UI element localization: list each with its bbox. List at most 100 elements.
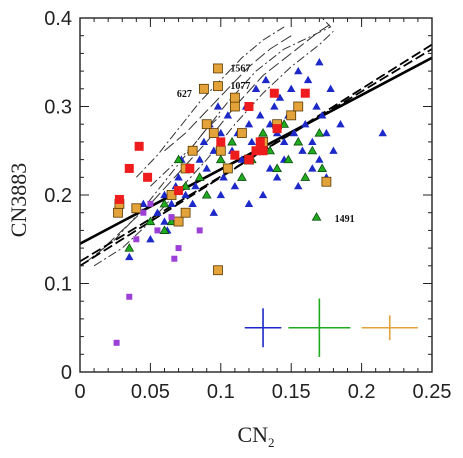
point-red-5 (174, 186, 184, 196)
point-blue-69 (160, 217, 169, 225)
point-blue-52 (326, 84, 335, 92)
point-blue-30 (247, 137, 256, 146)
point-blue-22 (219, 173, 228, 181)
error-bar-blue (244, 308, 282, 348)
point-blue-29 (244, 120, 254, 128)
point-red-13 (272, 124, 282, 134)
point-blue-1 (125, 252, 134, 261)
point-orange-20 (293, 101, 304, 112)
y-tick-label-1: 0 (61, 362, 72, 384)
point-orange-12 (215, 145, 226, 156)
point-blue-3 (146, 235, 155, 243)
data-points (113, 58, 387, 346)
point-orange-10 (208, 128, 219, 138)
tick-labels: 0 0.05 0.1 0.15 0.2 0.25 0 0.1 0.2 0.3 0.4 (44, 8, 451, 403)
point-blue-23 (223, 111, 233, 119)
point-blue-54 (336, 120, 345, 128)
point-green-11 (237, 172, 247, 181)
point-blue-58 (244, 199, 254, 207)
point-purple-9 (175, 245, 182, 252)
point-blue-34 (261, 75, 271, 84)
point-green-21 (314, 128, 325, 137)
point-blue-61 (308, 164, 317, 172)
point-blue-41 (287, 84, 296, 92)
point-blue-20 (213, 102, 223, 110)
point-purple-6 (154, 227, 161, 234)
point-purple-10 (196, 227, 203, 234)
point-blue-16 (199, 137, 209, 146)
point-blue-59 (230, 181, 240, 190)
point-blue-47 (308, 137, 317, 146)
point-red-16 (255, 137, 265, 147)
annotation-1077: 1077 (230, 81, 250, 92)
point-red-14 (300, 88, 310, 98)
point-red-3 (134, 141, 144, 151)
point-blue-51 (322, 128, 331, 137)
axes (79, 17, 433, 373)
point-purple-3 (133, 236, 140, 243)
point-blue-36 (270, 102, 279, 110)
point-purple-2 (126, 293, 133, 300)
point-orange-14 (229, 101, 240, 112)
annotation-1491: 1491 (335, 214, 355, 225)
x-tick-label-6: 0.25 (413, 381, 452, 403)
y-tick-label-5: 0.4 (44, 8, 72, 30)
point-green-13 (258, 128, 268, 137)
x-axis-label: CN2 (237, 422, 274, 450)
point-green-22 (317, 163, 328, 173)
point-green-24 (159, 225, 170, 234)
annotation-1567: 1567 (230, 63, 250, 74)
point-red-4 (143, 172, 153, 182)
point-green-15 (272, 163, 283, 173)
model-track-4 (135, 26, 285, 178)
point-blue-19 (209, 146, 218, 154)
point-orange-15 (237, 128, 247, 138)
point-purple-1 (113, 339, 120, 346)
point-blue-11 (181, 190, 190, 199)
point-purple-4 (140, 209, 147, 216)
point-blue-15 (195, 155, 204, 163)
point-blue-49 (315, 155, 324, 163)
x-tick-label-3: 0.1 (207, 381, 235, 403)
point-green-1 (124, 243, 135, 252)
point-red-1 (114, 194, 124, 204)
point-orange-21 (321, 176, 332, 187)
point-blue-66 (265, 164, 275, 172)
point-red-9 (244, 155, 254, 165)
point-orange-24 (199, 83, 209, 94)
x-tick-label-4: 0.15 (272, 381, 311, 403)
point-red-12 (269, 88, 279, 98)
error-bar-green (288, 298, 351, 357)
point-red-11 (258, 146, 268, 156)
model-track-2 (93, 21, 334, 258)
point-green-4 (166, 216, 177, 226)
point-red-2 (124, 163, 134, 173)
point-blue-68 (315, 58, 324, 66)
point-orange-22 (213, 63, 223, 74)
point-blue-9 (174, 173, 183, 181)
point-purple-7 (168, 214, 175, 221)
point-blue-2 (139, 199, 148, 207)
point-orange-23 (213, 81, 223, 92)
point-green-18 (293, 136, 304, 146)
point-green-9 (215, 154, 226, 164)
point-orange-11 (213, 265, 223, 276)
point-green-19 (300, 172, 311, 181)
point-green-10 (227, 136, 237, 146)
point-blue-63 (216, 190, 225, 199)
point-red-6 (185, 163, 195, 173)
point-red-10 (251, 146, 261, 156)
x-tick-label-5: 0.2 (348, 381, 376, 403)
point-red-8 (230, 150, 240, 160)
point-blue-70 (188, 199, 197, 207)
point-blue-21 (216, 128, 225, 137)
point-blue-17 (202, 164, 211, 172)
point-green-23 (311, 212, 322, 221)
point-blue-27 (237, 155, 247, 163)
point-green-6 (180, 181, 191, 190)
point-blue-44 (298, 146, 307, 154)
point-green-16 (279, 119, 290, 128)
point-orange-13 (222, 163, 233, 174)
x-tick-label-1: 0 (74, 381, 85, 403)
